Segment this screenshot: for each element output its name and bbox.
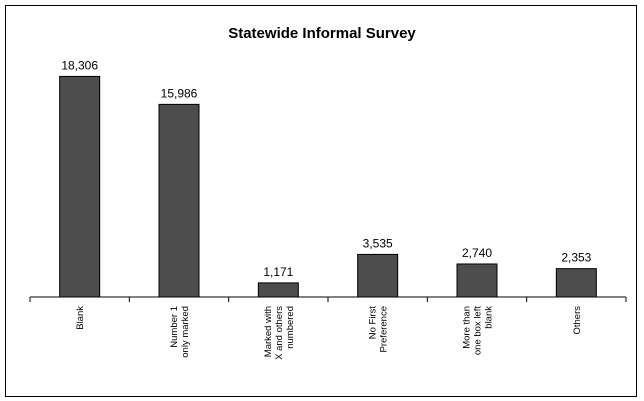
tick-label: Number 1: [169, 306, 180, 348]
bars-group: [59, 75, 597, 298]
category-label: Number 1 only marked: [169, 306, 191, 358]
labels-group: 18,306 Blank 15,986 Number 1 only marked 1,17…: [61, 58, 591, 359]
bar: [357, 253, 399, 298]
chart-title: Statewide Informal Survey: [228, 25, 416, 42]
tick-label: Blank: [75, 306, 86, 330]
tick-label: numbered: [285, 306, 296, 349]
bar: [59, 75, 101, 298]
data-label: 1,171: [263, 265, 293, 279]
data-label: 2,740: [462, 246, 492, 260]
bar: [555, 268, 597, 298]
data-label: 18,306: [61, 58, 98, 72]
tick-label: blank: [484, 306, 495, 329]
tick-label: Others: [572, 306, 583, 335]
category-label: More than one box left blank: [462, 306, 495, 355]
tick-label: No First: [368, 306, 379, 340]
category-label: Others: [572, 306, 583, 335]
bar: [257, 282, 299, 298]
tick-label: Preference: [379, 306, 390, 352]
tick-label: X and others: [274, 306, 285, 360]
tick-label: one box left: [473, 306, 484, 355]
tick-label: Marked with: [263, 306, 274, 357]
tick-label: More than: [462, 306, 473, 349]
x-axis: [29, 296, 627, 302]
tick-label: only marked: [180, 306, 191, 358]
bar: [158, 103, 200, 298]
chart-frame: [5, 5, 637, 397]
category-label: Marked with X and others numbered: [263, 306, 296, 360]
bar: [456, 263, 498, 298]
data-label: 2,353: [561, 251, 591, 265]
category-label: No First Preference: [368, 306, 390, 353]
data-label: 3,535: [363, 236, 393, 250]
data-label: 15,986: [161, 86, 198, 100]
category-label: Blank: [75, 306, 86, 330]
